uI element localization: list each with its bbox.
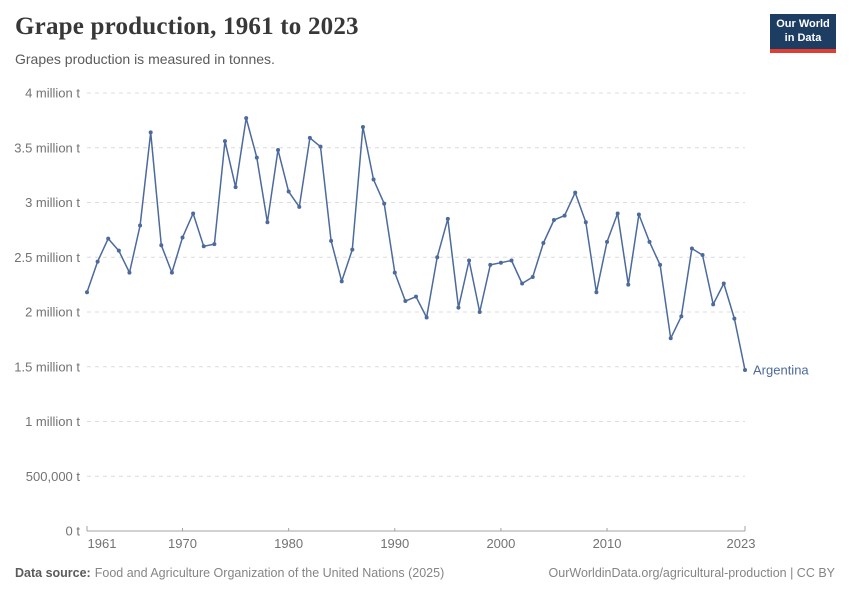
x-axis-tick-label: 2000 bbox=[486, 536, 515, 551]
x-axis-tick-label: 1961 bbox=[88, 536, 117, 551]
data-point bbox=[307, 135, 312, 140]
page-title: Grape production, 1961 to 2023 bbox=[15, 13, 359, 40]
y-axis-tick-label: 1 million t bbox=[25, 414, 80, 429]
data-point bbox=[689, 246, 694, 251]
data-point bbox=[647, 239, 652, 244]
data-point bbox=[700, 253, 705, 258]
data-point bbox=[138, 223, 143, 228]
x-axis-tick-label: 1980 bbox=[274, 536, 303, 551]
x-axis-tick-label: 2023 bbox=[727, 536, 756, 551]
data-point bbox=[233, 185, 238, 190]
data-point bbox=[329, 238, 334, 243]
page-subtitle: Grapes production is measured in tonnes. bbox=[15, 51, 275, 67]
data-point bbox=[350, 247, 355, 252]
data-point bbox=[711, 302, 716, 307]
data-point bbox=[382, 201, 387, 206]
data-point bbox=[541, 241, 546, 246]
data-point bbox=[286, 189, 291, 194]
data-point bbox=[191, 211, 196, 216]
data-point bbox=[498, 260, 503, 265]
data-point bbox=[265, 220, 270, 225]
data-point bbox=[445, 216, 450, 221]
x-axis-tick-label: 1990 bbox=[380, 536, 409, 551]
data-point bbox=[594, 290, 599, 295]
data-point bbox=[169, 270, 174, 275]
y-axis-tick-label: 3 million t bbox=[25, 195, 80, 210]
y-axis-tick-label: 1.5 million t bbox=[14, 359, 80, 374]
data-point bbox=[116, 248, 121, 253]
data-point bbox=[318, 144, 323, 149]
data-point bbox=[615, 211, 620, 216]
data-point bbox=[222, 139, 227, 144]
data-point bbox=[360, 124, 365, 129]
x-axis-tick-label: 2010 bbox=[593, 536, 622, 551]
data-point bbox=[180, 235, 185, 240]
data-point bbox=[254, 155, 259, 160]
data-point bbox=[509, 258, 514, 263]
data-point bbox=[244, 116, 249, 121]
data-point bbox=[424, 315, 429, 320]
data-point bbox=[488, 262, 493, 267]
data-point bbox=[403, 299, 408, 304]
owid-logo-line2: in Data bbox=[784, 31, 822, 44]
y-axis-tick-label: 0 t bbox=[66, 524, 81, 539]
data-point bbox=[530, 274, 535, 279]
data-point bbox=[371, 177, 376, 182]
data-source-text: Food and Agriculture Organization of the… bbox=[94, 566, 445, 580]
y-axis-tick-label: 3.5 million t bbox=[14, 140, 80, 155]
data-point bbox=[212, 242, 217, 247]
owid-logo-line1: Our World bbox=[776, 18, 830, 30]
data-point bbox=[679, 314, 684, 319]
data-point bbox=[95, 259, 100, 264]
data-point bbox=[339, 279, 344, 284]
data-point bbox=[159, 243, 164, 248]
y-axis-tick-label: 4 million t bbox=[25, 86, 80, 101]
data-point bbox=[392, 270, 397, 275]
data-point bbox=[456, 305, 461, 310]
data-point bbox=[732, 316, 737, 321]
data-point bbox=[201, 244, 206, 249]
data-point bbox=[467, 258, 472, 263]
data-point bbox=[520, 281, 525, 286]
data-point bbox=[297, 204, 302, 209]
data-point bbox=[148, 130, 153, 135]
data-line-argentina bbox=[86, 117, 746, 371]
data-source-note: Data source: Food and Agriculture Organiz… bbox=[15, 566, 444, 580]
data-point bbox=[551, 218, 556, 223]
y-axis-tick-label: 500,000 t bbox=[26, 469, 81, 484]
data-point bbox=[743, 368, 747, 373]
owid-logo[interactable]: Our World in Data bbox=[770, 14, 836, 53]
entity-label: Argentina bbox=[753, 363, 809, 378]
data-point bbox=[106, 236, 111, 241]
x-axis-tick-label: 1970 bbox=[168, 536, 197, 551]
data-point bbox=[562, 213, 567, 218]
data-point bbox=[477, 310, 482, 314]
data-point bbox=[435, 255, 440, 260]
data-source-label: Data source: bbox=[15, 566, 91, 580]
data-point bbox=[605, 239, 610, 244]
chart-footer: Data source: Food and Agriculture Organiz… bbox=[0, 566, 850, 580]
data-point bbox=[414, 294, 418, 299]
y-axis-tick-label: 2.5 million t bbox=[14, 250, 80, 265]
y-axis-tick-label: 2 million t bbox=[25, 305, 80, 320]
owid-url-license[interactable]: OurWorldinData.org/agricultural-producti… bbox=[548, 566, 835, 580]
data-point bbox=[85, 290, 89, 295]
data-point bbox=[583, 220, 588, 225]
data-point bbox=[276, 147, 281, 152]
data-point bbox=[658, 262, 663, 267]
data-point bbox=[668, 336, 673, 341]
data-point bbox=[721, 281, 726, 286]
data-point bbox=[626, 282, 631, 287]
data-point bbox=[636, 212, 641, 217]
data-point bbox=[127, 270, 132, 275]
data-point bbox=[573, 190, 578, 195]
